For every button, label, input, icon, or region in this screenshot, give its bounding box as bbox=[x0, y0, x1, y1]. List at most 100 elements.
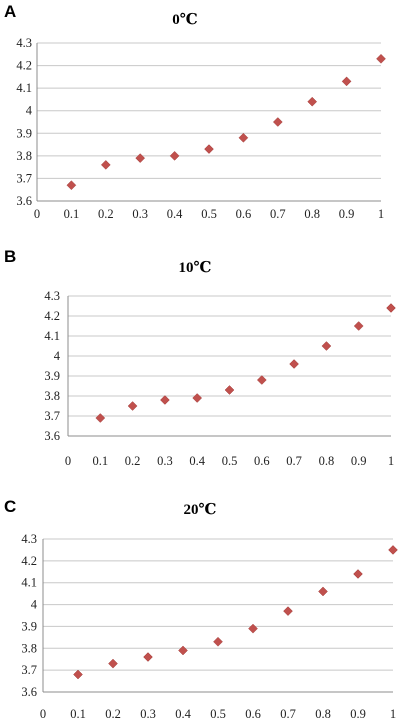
data-point bbox=[224, 385, 235, 395]
x-tick-label: 0.4 bbox=[189, 454, 205, 468]
x-tick-label: 0.8 bbox=[315, 707, 331, 721]
chart-title: 10℃ bbox=[179, 260, 212, 276]
chart-title: 20℃ bbox=[184, 502, 217, 518]
chart-title: 0℃ bbox=[172, 12, 198, 28]
y-tick-label: 4.1 bbox=[21, 576, 37, 590]
x-tick-label: 0.5 bbox=[222, 454, 238, 468]
x-tick-label: 0.2 bbox=[125, 454, 141, 468]
data-point bbox=[204, 144, 214, 154]
data-point bbox=[248, 623, 258, 634]
x-tick-label: 0.6 bbox=[236, 207, 252, 221]
x-tick-label: 0.5 bbox=[201, 207, 217, 221]
y-tick-label: 4 bbox=[54, 349, 61, 363]
y-tick-label: 3.8 bbox=[44, 389, 60, 403]
y-tick-label: 4.1 bbox=[16, 81, 32, 95]
plot-area: 3.6 3.7 3.8 3.9 4 4.1 4.2 4.3 0 0.1 0.2 0.3 0.4 0.5 0.… bbox=[21, 532, 398, 721]
data-point bbox=[238, 132, 249, 143]
y-tick-label: 4.3 bbox=[16, 36, 32, 50]
y-tick-label: 4.3 bbox=[21, 532, 37, 546]
x-tick-label: 0.1 bbox=[70, 707, 86, 721]
y-tick-label: 3.8 bbox=[16, 149, 32, 163]
y-tick-label: 4.2 bbox=[21, 554, 37, 568]
plot-area: 3.6 3.7 3.8 3.9 4 4.1 4.2 4.3 0 0.1 0.2 0.3 0.4 0.5 0.… bbox=[44, 289, 396, 468]
y-tick-label: 4 bbox=[26, 104, 33, 118]
y-tick-label: 3.9 bbox=[16, 126, 32, 140]
data-point bbox=[353, 321, 364, 331]
data-point bbox=[169, 151, 180, 161]
y-tick-label: 4.3 bbox=[44, 289, 60, 303]
data-point bbox=[66, 180, 77, 191]
x-tick-label: 0.7 bbox=[270, 207, 286, 221]
x-tick-label: 1 bbox=[388, 454, 394, 468]
x-tick-label: 0.7 bbox=[286, 454, 302, 468]
y-tick-label: 3.6 bbox=[44, 429, 60, 443]
data-point bbox=[100, 160, 111, 170]
x-tick-label: 0.9 bbox=[339, 207, 355, 221]
data-point bbox=[283, 606, 293, 616]
y-tick-label: 3.8 bbox=[21, 641, 37, 655]
panel-label: C bbox=[4, 497, 16, 516]
x-tick-label: 0.5 bbox=[210, 707, 226, 721]
data-point bbox=[127, 401, 138, 411]
x-tick-label: 0.4 bbox=[175, 707, 191, 721]
x-tick-label: 0.9 bbox=[350, 707, 366, 721]
y-tick-label: 3.7 bbox=[44, 409, 60, 423]
x-tick-label: 0.2 bbox=[98, 207, 114, 221]
y-tick-label: 4.2 bbox=[44, 309, 60, 323]
panel-c: C 20℃ 3.6 3.7 3.8 3.9 4 4.1 4.2 4.3 0 0.1 0.2 0.3 0.… bbox=[4, 497, 398, 721]
x-tick-label: 0.2 bbox=[105, 707, 121, 721]
x-tick-label: 0.1 bbox=[92, 454, 108, 468]
x-tick-label: 0.9 bbox=[351, 454, 367, 468]
x-tick-label: 1 bbox=[390, 707, 396, 721]
data-point bbox=[307, 96, 318, 107]
data-point bbox=[376, 53, 386, 64]
x-tick-label: 0.7 bbox=[280, 707, 296, 721]
x-tick-label: 0 bbox=[40, 707, 46, 721]
data-point bbox=[192, 393, 203, 403]
x-tick-label: 0.8 bbox=[304, 207, 320, 221]
data-point bbox=[135, 153, 146, 163]
x-tick-label: 0 bbox=[65, 454, 71, 468]
data-point bbox=[341, 76, 352, 87]
x-tick-label: 0.4 bbox=[167, 207, 183, 221]
y-tick-label: 3.6 bbox=[21, 685, 37, 699]
x-tick-label: 0.3 bbox=[140, 707, 156, 721]
data-point bbox=[256, 375, 267, 385]
plot-area: 3.6 3.7 3.8 3.9 4 4.1 4.2 4.3 0 0.1 0.2 0.3 0.4 0.5 0.… bbox=[16, 36, 386, 221]
data-point bbox=[386, 303, 396, 313]
y-tick-label: 4.1 bbox=[44, 329, 60, 343]
y-tick-label: 4 bbox=[31, 598, 38, 612]
y-tick-label: 4.2 bbox=[16, 59, 32, 73]
x-tick-label: 0 bbox=[34, 207, 40, 221]
x-tick-label: 0.6 bbox=[245, 707, 261, 721]
data-point bbox=[73, 669, 83, 680]
y-tick-label: 3.6 bbox=[16, 194, 32, 208]
panel-label: B bbox=[4, 247, 16, 266]
data-point bbox=[143, 652, 153, 662]
data-point bbox=[160, 395, 170, 405]
data-point bbox=[321, 341, 332, 351]
data-point bbox=[353, 569, 363, 579]
data-point bbox=[289, 359, 299, 369]
y-tick-label: 3.7 bbox=[16, 171, 32, 185]
data-point bbox=[178, 645, 188, 656]
x-tick-label: 0.8 bbox=[319, 454, 335, 468]
data-point bbox=[318, 586, 328, 597]
y-tick-label: 3.7 bbox=[21, 663, 37, 677]
data-point bbox=[95, 413, 106, 423]
x-tick-label: 1 bbox=[378, 207, 384, 221]
y-tick-label: 3.9 bbox=[21, 619, 37, 633]
data-point bbox=[108, 658, 118, 669]
data-point bbox=[213, 636, 223, 647]
data-point bbox=[388, 545, 398, 555]
x-tick-label: 0.3 bbox=[132, 207, 148, 221]
x-tick-label: 0.3 bbox=[157, 454, 173, 468]
data-point bbox=[272, 117, 283, 127]
x-tick-label: 0.6 bbox=[254, 454, 270, 468]
panel-b: B 10℃ 3.6 3.7 3.8 3.9 4 4.1 4.2 4.3 0 0.1 0.2 0.3 0.… bbox=[4, 247, 396, 468]
panel-a: A 0℃ 3.6 3.7 3.8 3.9 4 4.1 4.2 4.3 0 0.1 0.2 0.3 0.4… bbox=[4, 2, 386, 221]
panel-label: A bbox=[4, 2, 16, 21]
x-tick-label: 0.1 bbox=[64, 207, 80, 221]
y-tick-label: 3.9 bbox=[44, 369, 60, 383]
